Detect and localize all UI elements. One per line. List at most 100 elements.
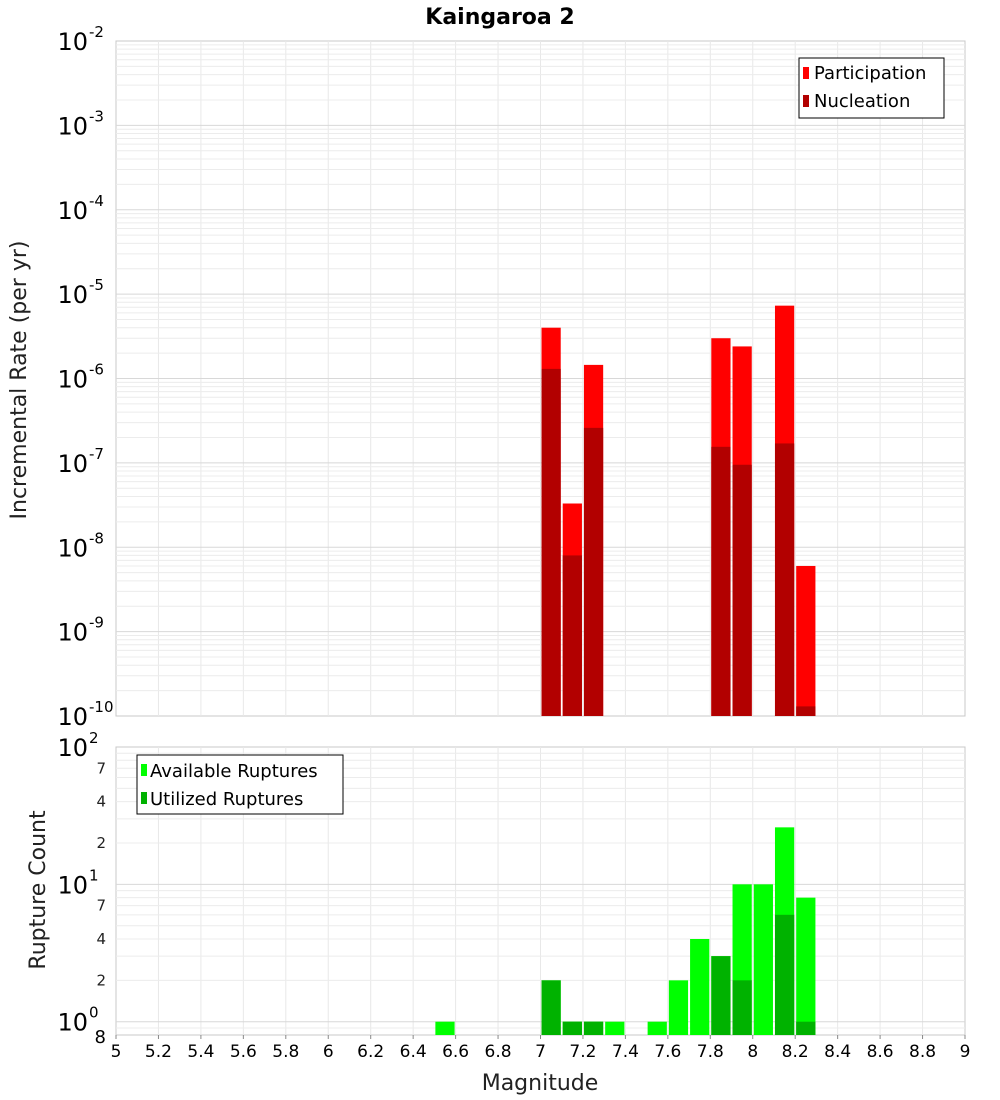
- bar-nucleation-8.15: [774, 443, 795, 716]
- rate-bars: [541, 305, 816, 716]
- bar-utilized-ruptures-8.15: [774, 914, 795, 1035]
- bar-utilized-ruptures-7.95: [732, 980, 752, 1035]
- x-axis-label: Magnitude: [482, 1071, 599, 1096]
- legend-label-utilized-ruptures: Utilized Ruptures: [150, 789, 303, 810]
- bar-nucleation-7.25: [583, 427, 604, 716]
- bar-available-ruptures-8.25: [796, 897, 816, 1035]
- bar-available-ruptures-7.35: [605, 1021, 625, 1035]
- bar-nucleation-7.85: [711, 446, 731, 716]
- x-tick-label: 6.2: [357, 1042, 384, 1062]
- bar-nucleation-8.25: [796, 706, 816, 716]
- y-tick-exponent: -7: [89, 445, 104, 463]
- y-tick-label: 10: [57, 619, 88, 647]
- y-tick-label: 10: [57, 450, 88, 478]
- rate-legend-box: [798, 57, 945, 119]
- y-tick-label: 10: [57, 366, 88, 394]
- y-tick-label: 10: [57, 197, 88, 225]
- x-tick-label: 5.6: [230, 1042, 257, 1062]
- rate-gridlines: [116, 41, 965, 716]
- x-tick-label: 7.6: [654, 1042, 681, 1062]
- legend-label-participation: Participation: [814, 63, 926, 84]
- y-tick-exponent: 2: [89, 729, 99, 747]
- x-tick-label: 9: [960, 1042, 971, 1062]
- y-minor-tick-label: 8: [95, 1027, 106, 1048]
- bar-available-ruptures-7.65: [668, 980, 689, 1035]
- count-bars: [435, 827, 816, 1035]
- y-tick-label: 10: [57, 534, 88, 562]
- bar-utilized-ruptures-7.15: [562, 1021, 582, 1035]
- legend-swatch-available-ruptures: [141, 764, 147, 776]
- y-tick-label: 10: [57, 281, 88, 309]
- y-tick-exponent: -3: [89, 107, 104, 125]
- legend-swatch-nucleation: [803, 95, 809, 107]
- x-tick-label: 7.2: [569, 1042, 596, 1062]
- legend-swatch-participation: [803, 67, 809, 79]
- bar-available-ruptures-8.05: [753, 884, 773, 1035]
- legend-label-available-ruptures: Available Ruptures: [150, 761, 318, 782]
- x-tick-label: 8.2: [782, 1042, 809, 1062]
- chart-title: Kaingaroa 2: [425, 5, 574, 30]
- bar-available-ruptures-7.55: [647, 1021, 667, 1035]
- bar-utilized-ruptures-8.25: [796, 1021, 816, 1035]
- count-y-axis-label: Rupture Count: [26, 810, 51, 970]
- x-tick-label: 6: [323, 1042, 334, 1062]
- rate-legend: Participation Nucleation: [798, 57, 945, 119]
- y-tick-label: 10: [57, 112, 88, 140]
- y-tick-label: 10: [57, 28, 88, 56]
- bar-utilized-ruptures-7.85: [711, 956, 731, 1035]
- y-tick-label: 10: [57, 703, 88, 731]
- x-tick-label: 6.4: [400, 1042, 427, 1062]
- x-tick-label: 5.2: [145, 1042, 172, 1062]
- y-tick-label: 10: [57, 1009, 88, 1037]
- y-minor-tick-label: 2: [96, 834, 106, 852]
- x-tick-label: 5.4: [187, 1042, 214, 1062]
- bar-nucleation-7.05: [541, 368, 561, 716]
- x-tick-label: 6.6: [442, 1042, 469, 1062]
- y-minor-tick-label: 7: [96, 897, 106, 915]
- bar-nucleation-7.95: [732, 464, 752, 716]
- legend-label-nucleation: Nucleation: [814, 91, 910, 112]
- x-tick-label: 8.4: [824, 1042, 851, 1062]
- bar-available-ruptures-7.75: [690, 939, 710, 1035]
- y-minor-tick-label: 4: [96, 930, 106, 948]
- y-tick-exponent: -10: [89, 698, 114, 716]
- count-gridlines: [116, 747, 965, 1035]
- y-tick-label: 10: [57, 871, 88, 899]
- bar-participation-8.25: [796, 565, 816, 716]
- x-tick-label: 6.8: [485, 1042, 512, 1062]
- legend-swatch-utilized-ruptures: [141, 792, 147, 804]
- bar-utilized-ruptures-7.05: [541, 980, 561, 1035]
- x-tick-label: 7.8: [697, 1042, 724, 1062]
- count-legend-box: [136, 754, 344, 815]
- y-tick-exponent: -8: [89, 529, 104, 547]
- x-tick-label: 7: [535, 1042, 546, 1062]
- y-tick-exponent: -2: [89, 23, 104, 41]
- bar-nucleation-7.15: [562, 555, 582, 716]
- x-tick-label: 5.8: [272, 1042, 299, 1062]
- bar-utilized-ruptures-7.25: [583, 1021, 604, 1035]
- x-tick-label: 8.8: [909, 1042, 936, 1062]
- y-minor-tick-label: 2: [96, 971, 106, 989]
- x-tick-label: 8.6: [867, 1042, 894, 1062]
- y-minor-tick-label: 7: [96, 759, 106, 777]
- y-tick-exponent: -5: [89, 276, 104, 294]
- count-legend: Available Ruptures Utilized Ruptures: [136, 754, 344, 815]
- x-tick-label: 7.4: [612, 1042, 639, 1062]
- x-tick-label: 8: [747, 1042, 758, 1062]
- y-tick-exponent: -4: [89, 192, 104, 210]
- y-tick-label: 10: [57, 734, 88, 762]
- bar-available-ruptures-6.55: [435, 1021, 455, 1035]
- y-tick-exponent: -9: [89, 614, 104, 632]
- y-tick-exponent: 0: [89, 1004, 99, 1022]
- y-tick-exponent: 1: [89, 866, 99, 884]
- x-tick-labels: 5 5.2 5.4 5.6 5.8 6 6.2 6.4 6.6 6.8 7 7.2 7.4 7.6 7.8 8…: [111, 1035, 971, 1062]
- x-tick-label: 5: [111, 1042, 122, 1062]
- y-minor-tick-label: 4: [96, 793, 106, 811]
- rate-y-axis-label: Incremental Rate (per yr): [7, 241, 32, 520]
- y-tick-exponent: -6: [89, 361, 104, 379]
